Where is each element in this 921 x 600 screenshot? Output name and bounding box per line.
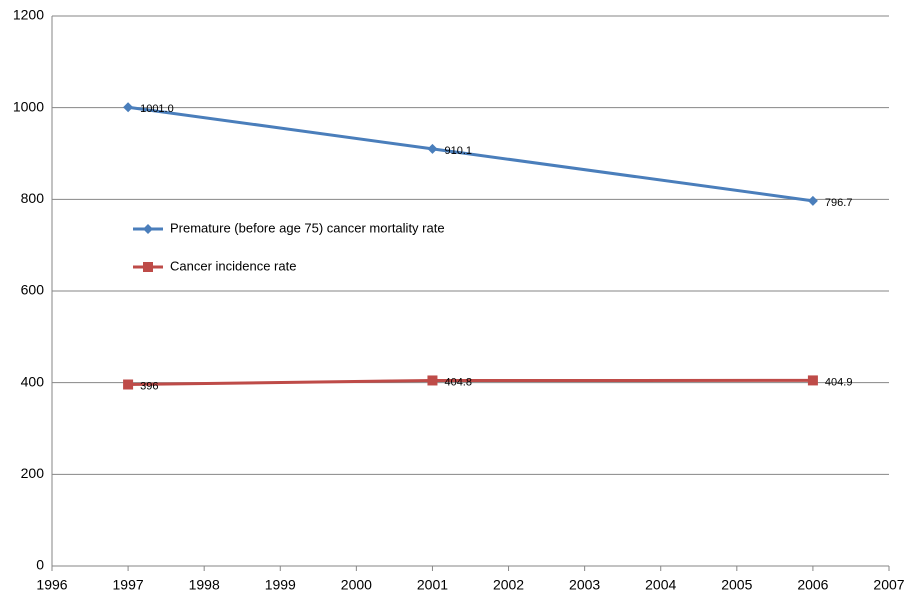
x-tick-label: 1998 [189, 577, 220, 593]
x-tick-label: 1996 [36, 577, 67, 593]
marker [143, 224, 153, 234]
data-label: 910.1 [444, 145, 472, 157]
data-label: 404.9 [825, 376, 853, 388]
x-tick-label: 2005 [721, 577, 752, 593]
marker [807, 195, 818, 206]
y-tick-label: 800 [21, 190, 45, 206]
y-tick-label: 400 [21, 373, 45, 389]
x-tick-label: 2001 [417, 577, 448, 593]
x-tick-label: 1997 [113, 577, 144, 593]
y-tick-label: 0 [36, 557, 44, 573]
marker [143, 262, 153, 272]
y-tick-label: 200 [21, 465, 45, 481]
data-label: 404.8 [444, 376, 472, 388]
data-label: 396 [140, 380, 158, 392]
x-tick-label: 2002 [493, 577, 524, 593]
marker [427, 143, 438, 154]
marker [123, 102, 134, 113]
x-tick-label: 2003 [569, 577, 600, 593]
x-tick-label: 2006 [797, 577, 828, 593]
x-tick-label: 2007 [873, 577, 904, 593]
legend-label: Cancer incidence rate [170, 258, 296, 273]
y-tick-label: 1000 [13, 98, 44, 114]
x-tick-label: 1999 [265, 577, 296, 593]
x-tick-label: 2000 [341, 577, 372, 593]
x-tick-label: 2004 [645, 577, 676, 593]
y-tick-label: 600 [21, 282, 45, 298]
marker [123, 379, 134, 390]
legend-label: Premature (before age 75) cancer mortali… [170, 220, 445, 235]
data-label: 796.7 [825, 197, 853, 209]
y-tick-label: 1200 [13, 7, 44, 23]
marker [807, 375, 818, 386]
marker [427, 375, 438, 386]
data-label: 1001.0 [140, 103, 174, 115]
